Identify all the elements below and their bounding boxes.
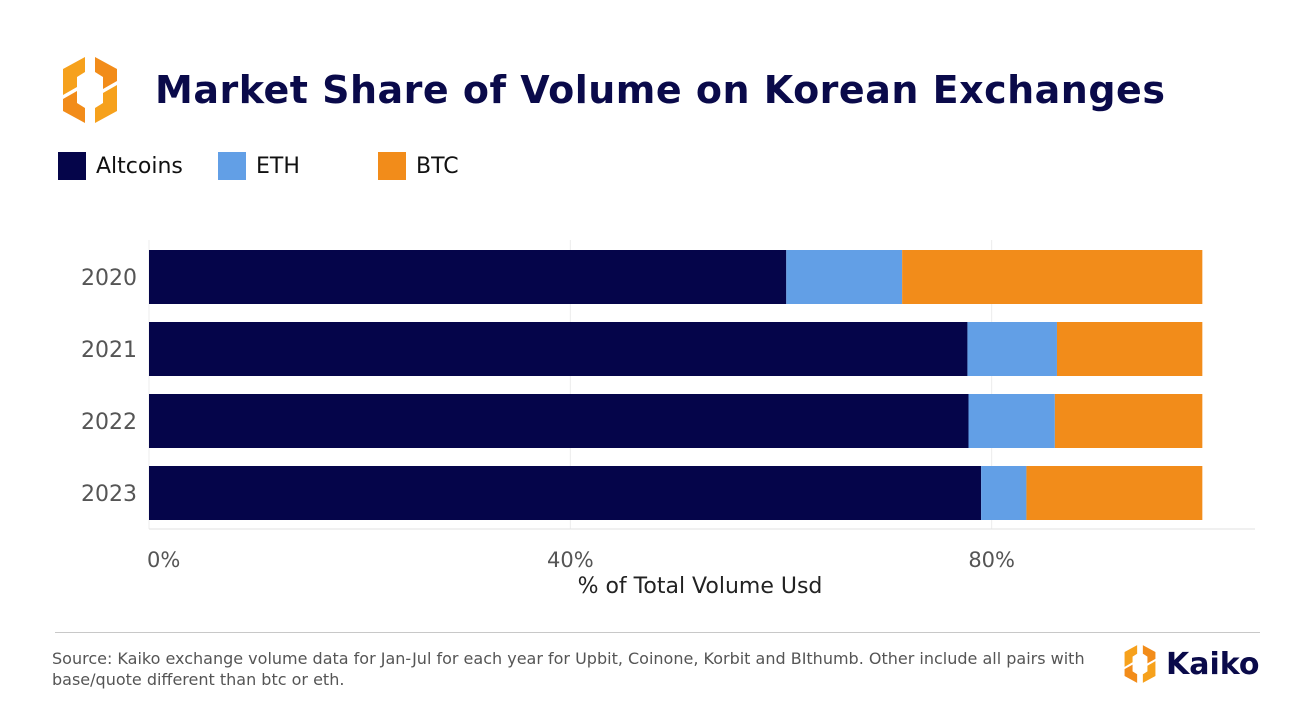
footer-divider [55,632,1260,633]
legend-label-btc: BTC [416,153,459,179]
x-axis-label: % of Total Volume Usd [578,574,823,599]
kaiko-logo-icon [63,57,117,123]
stacked-bar-chart: 0% 40% 80% % of Total Volume Usd 2020 2021 202… [81,240,1255,599]
y-tick-label-2021: 2021 [81,338,137,363]
bar-eth-2023 [981,466,1027,520]
x-tick-label-0: 0% [147,548,180,572]
legend-swatch-btc [378,152,406,180]
chart-header: Market Share of Volume on Korean Exchang… [55,55,1165,125]
bar-eth-2022 [968,394,1055,448]
bar-altcoins-2023 [149,466,982,520]
bar-altcoins-2020 [149,250,787,304]
source-note: Source: Kaiko exchange volume data for J… [52,649,1085,689]
chart-title: Market Share of Volume on Korean Exchang… [155,68,1166,112]
kaiko-logo-icon [1124,645,1156,683]
y-tick-label-2022: 2022 [81,410,137,435]
bar-btc-2020 [902,250,1203,304]
legend-label-eth: ETH [256,153,300,179]
legend-item-eth: ETH [218,150,300,182]
x-tick-label-2: 80% [968,548,1015,572]
bar-altcoins-2022 [149,394,969,448]
y-tick-label-2020: 2020 [81,266,137,291]
bar-btc-2021 [1056,322,1203,376]
bar-btc-2022 [1054,394,1203,448]
legend-item-btc: BTC [378,150,459,182]
brand-logo: Kaiko [1120,642,1260,686]
bar-eth-2021 [967,322,1057,376]
bar-btc-2023 [1026,466,1203,520]
y-tick-label-2023: 2023 [81,482,137,507]
brand-name: Kaiko [1166,646,1260,682]
bar-eth-2020 [786,250,903,304]
legend-label-altcoins: Altcoins [96,153,183,179]
legend-item-altcoins: Altcoins [58,150,183,182]
legend-swatch-eth [218,152,246,180]
legend-swatch-altcoins [58,152,86,180]
x-tick-label-1: 40% [547,548,594,572]
bar-altcoins-2021 [149,322,968,376]
